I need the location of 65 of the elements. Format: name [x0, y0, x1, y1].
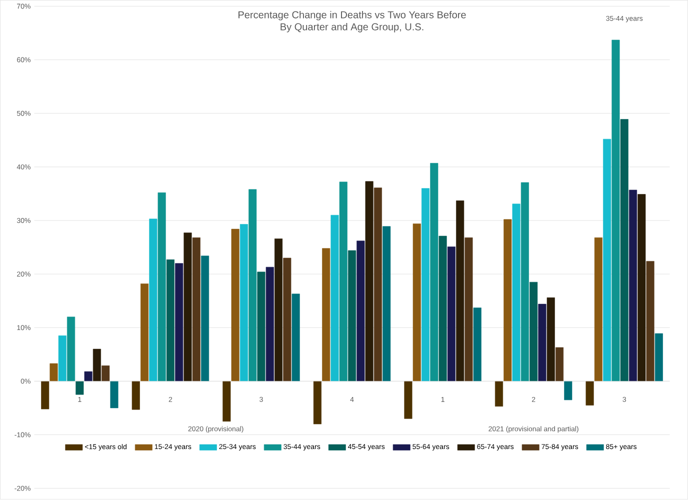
bar [158, 192, 166, 382]
text: By Quarter and Age Group, U.S. [280, 23, 424, 33]
bar [248, 189, 257, 382]
bar [92, 349, 101, 382]
bar [339, 182, 348, 382]
bar [283, 258, 292, 382]
bar [520, 182, 529, 382]
bar [473, 308, 482, 382]
bar [257, 272, 266, 382]
bar [231, 229, 240, 382]
bar [41, 381, 50, 410]
bar [166, 260, 174, 382]
bar [564, 381, 572, 400]
bar [102, 366, 110, 382]
bar [586, 381, 594, 406]
bar [430, 163, 438, 382]
bar [628, 190, 638, 382]
bar [382, 226, 391, 382]
bar [322, 248, 330, 382]
bar [175, 263, 184, 382]
bar [67, 316, 76, 382]
bar [192, 238, 200, 382]
bar [494, 381, 504, 407]
bar [504, 219, 512, 382]
bar [422, 188, 430, 382]
bar [654, 334, 663, 382]
bar [140, 284, 149, 382]
bar [512, 204, 520, 382]
bar [438, 236, 447, 382]
bar [201, 256, 210, 382]
bar [404, 381, 412, 420]
bar [412, 224, 421, 382]
bar [530, 282, 538, 382]
bar [594, 238, 602, 382]
bar [149, 218, 158, 382]
bar [222, 381, 231, 422]
bar [58, 336, 66, 382]
bar [313, 381, 322, 424]
bar [456, 200, 464, 382]
bar [84, 372, 92, 382]
bar [603, 139, 612, 382]
bar [184, 232, 192, 382]
bar [348, 250, 356, 382]
bar [464, 238, 473, 382]
bar [374, 188, 382, 382]
bar [292, 294, 300, 382]
bar [132, 381, 140, 410]
bar [50, 364, 58, 382]
bar [555, 348, 564, 382]
bar [612, 40, 620, 382]
bar [356, 240, 365, 382]
bar [76, 381, 84, 395]
bar [646, 261, 654, 382]
bar [240, 224, 248, 382]
bar [538, 304, 546, 382]
bar [365, 181, 374, 382]
bar [266, 267, 274, 382]
bar [110, 381, 118, 408]
bar [447, 246, 456, 382]
chart-title: Percentage Change in Deaths vs Two Years Before [238, 11, 466, 21]
bar [620, 119, 628, 382]
bar [330, 215, 339, 382]
bar [274, 238, 283, 382]
bar [546, 298, 555, 382]
bar [638, 194, 646, 382]
